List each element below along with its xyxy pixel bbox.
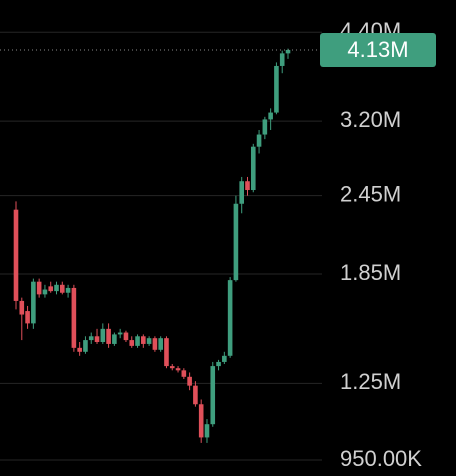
candle-body: [216, 361, 221, 367]
candle-body: [268, 112, 273, 120]
y-tick-label: 3.20M: [340, 107, 401, 132]
candle-body: [88, 336, 94, 341]
candle-body: [274, 65, 279, 113]
candle-body: [198, 404, 204, 438]
candle-body: [227, 280, 233, 356]
candle-body: [169, 366, 175, 369]
candle-body: [141, 336, 146, 344]
candle-body: [152, 338, 158, 350]
candle-body: [164, 338, 169, 367]
candle-body: [175, 368, 181, 371]
candle-body: [19, 300, 25, 315]
y-tick-label: 1.85M: [340, 260, 401, 285]
candle-body: [250, 146, 256, 191]
candle-body: [158, 338, 163, 350]
candle-body: [204, 424, 210, 438]
candle-body: [106, 328, 111, 344]
candle-body: [210, 366, 216, 425]
candle-body: [42, 289, 48, 295]
candle-body: [25, 311, 30, 324]
candle-body: [31, 281, 36, 324]
candle-body: [71, 287, 77, 348]
candle-body: [129, 340, 135, 346]
candle-body: [222, 355, 227, 362]
candle-body: [146, 338, 152, 344]
last-price-label: 4.13M: [347, 37, 408, 62]
candle-body: [94, 336, 100, 343]
y-tick-label: 1.25M: [340, 369, 401, 394]
candle-body: [36, 281, 42, 295]
last-price-badge: [320, 32, 436, 67]
candle-body: [233, 203, 239, 281]
candle-body: [112, 334, 117, 344]
candle-body: [193, 385, 198, 405]
y-tick-label: 950.00K: [340, 446, 422, 471]
candle-body: [48, 286, 54, 292]
candle-body: [279, 53, 285, 66]
candle-body: [181, 370, 187, 377]
y-tick-label: 2.45M: [340, 181, 401, 206]
candle-body: [262, 119, 268, 135]
candle-body: [13, 209, 19, 301]
candle-body: [117, 332, 123, 335]
candle-body: [239, 181, 245, 204]
candle-body: [77, 347, 82, 352]
candle-body: [54, 284, 59, 292]
candle-body: [65, 287, 71, 293]
candle-body: [123, 332, 129, 341]
candle-body: [285, 49, 291, 54]
candle-body: [187, 376, 192, 386]
candle-body: [135, 336, 140, 346]
candle-body: [245, 181, 250, 191]
candle-body: [83, 340, 88, 352]
candle-body: [100, 328, 106, 343]
candle-body: [59, 284, 65, 293]
candle-body: [256, 134, 262, 147]
